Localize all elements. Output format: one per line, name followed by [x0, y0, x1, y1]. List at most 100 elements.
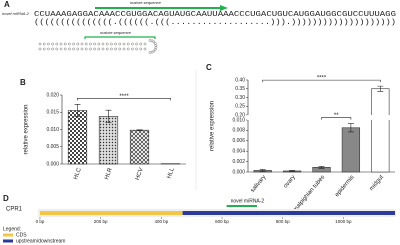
- base: [105, 47, 109, 51]
- sig-label: ****: [317, 76, 327, 82]
- region: [40, 211, 183, 215]
- y-tick-label: 0.010: [46, 127, 59, 133]
- region: [182, 211, 395, 215]
- y-axis-label: relative expression: [24, 104, 30, 154]
- panel-label: D: [3, 194, 9, 203]
- sig-bracket: [262, 79, 381, 83]
- base: [131, 42, 134, 46]
- bar: [98, 116, 119, 165]
- feature: [226, 205, 257, 207]
- base: [139, 47, 143, 51]
- base: [51, 47, 54, 51]
- sig-label: **: [334, 113, 339, 119]
- base: [55, 42, 59, 46]
- base: [55, 47, 59, 51]
- y-tick-label: 0.40: [235, 77, 245, 83]
- base: [148, 39, 152, 42]
- x-tick-label: 600 bp: [215, 219, 229, 224]
- base: [72, 42, 75, 46]
- base: [153, 48, 157, 51]
- bar: [341, 127, 361, 173]
- base: [80, 42, 84, 46]
- base: [105, 42, 109, 46]
- base: [148, 51, 152, 54]
- base: [84, 47, 88, 51]
- error-bar: [74, 104, 81, 118]
- x-tick-label: 1000 bp: [335, 219, 352, 224]
- y-tick-label: 0.004: [232, 149, 245, 155]
- error-bar: [136, 129, 143, 131]
- base: [68, 42, 71, 46]
- base: [143, 42, 147, 46]
- base: [114, 47, 117, 51]
- legend-swatch: [3, 233, 13, 237]
- base: [126, 47, 130, 51]
- base: [150, 50, 154, 54]
- base: [139, 42, 143, 46]
- base: [131, 47, 134, 51]
- x-tick-label: midgut: [369, 174, 385, 192]
- base: [122, 42, 126, 46]
- y-tick-label: 0.35: [235, 86, 245, 92]
- x-tick-label: HLL: [166, 167, 176, 180]
- base: [38, 42, 42, 46]
- base: [135, 42, 138, 46]
- base: [110, 42, 113, 46]
- y-tick-label: 0.20: [235, 112, 245, 118]
- error-bar: [289, 170, 296, 172]
- base: [38, 47, 42, 51]
- base: [135, 47, 138, 51]
- legend-label: upstream/downstream: [16, 238, 65, 244]
- error-bar: [377, 85, 384, 92]
- error-bar: [318, 165, 325, 169]
- legend-title: Legend:: [3, 226, 21, 232]
- base: [118, 42, 122, 46]
- base: [68, 47, 71, 51]
- y-tick-label: 0.000: [46, 161, 59, 167]
- structure: (((((((((((((((.((((((.(((..............…: [34, 19, 396, 27]
- base: [76, 42, 80, 46]
- sequence: CCUAAAGAGGACAAACCGUGGACAGUAUGCAAUUAAACCC…: [34, 11, 396, 19]
- legend-swatch: [3, 239, 13, 243]
- base: [154, 44, 158, 47]
- x-tick-label: HCV: [135, 167, 145, 181]
- x-tick-label: salivary: [250, 174, 268, 193]
- hairpin: [38, 39, 158, 54]
- x-tick-label: 400 bp: [154, 219, 168, 224]
- base: [126, 42, 130, 46]
- base: [101, 47, 105, 51]
- sig-label: ****: [119, 94, 129, 100]
- mature-arrowhead: [220, 5, 228, 11]
- base: [101, 42, 105, 46]
- base: [59, 42, 63, 46]
- y-tick-label: 0.000: [232, 169, 245, 175]
- y-tick-label: 0.008: [232, 128, 245, 134]
- y-tick-label: 0.015: [46, 110, 59, 116]
- panel-label: A: [4, 0, 10, 9]
- base: [84, 42, 88, 46]
- panel-label: B: [20, 78, 26, 87]
- base: [72, 47, 75, 51]
- x-tick-label: 0 bp: [36, 219, 45, 224]
- mature-bracket: [84, 36, 156, 39]
- base: [93, 42, 96, 46]
- mature-label: mature sequence: [100, 30, 132, 35]
- base: [42, 47, 46, 51]
- base: [152, 40, 156, 44]
- base: [47, 42, 50, 46]
- panel-label: C: [206, 63, 212, 72]
- x-tick-label: HLR: [104, 167, 114, 181]
- y-tick-label: 0.005: [46, 144, 59, 150]
- gene-name: CPR1: [6, 207, 23, 213]
- base: [89, 42, 92, 46]
- sig-bracket: [321, 117, 352, 120]
- base: [51, 42, 54, 46]
- x-tick-label: ovary: [283, 174, 297, 189]
- base: [143, 47, 147, 51]
- y-tick-label: 0.25: [235, 104, 245, 110]
- base: [89, 47, 92, 51]
- bar: [371, 88, 390, 173]
- base: [114, 42, 117, 46]
- feature-label: novel miRNA-2: [231, 198, 265, 204]
